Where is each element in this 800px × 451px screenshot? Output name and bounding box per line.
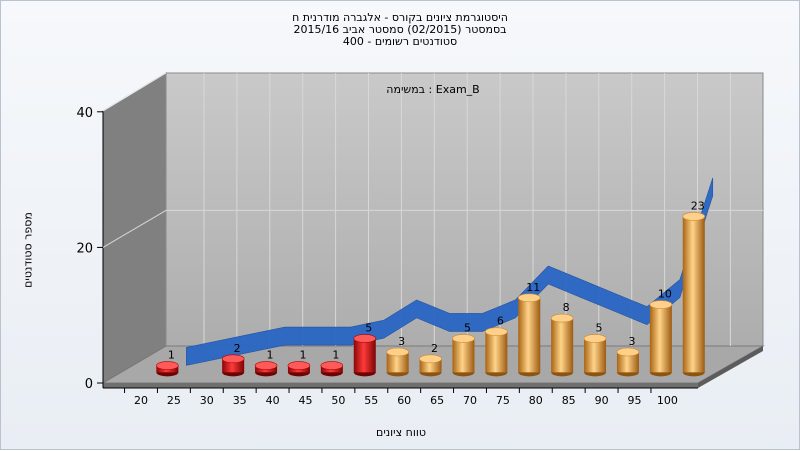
- histogram-bar: [682, 212, 706, 377]
- x-tick-label: 85: [562, 394, 576, 407]
- bar-body: [518, 297, 541, 373]
- bar-top: [221, 354, 245, 364]
- data-label: 11: [526, 281, 540, 294]
- bar-body: [452, 338, 475, 373]
- bar-body: [616, 352, 639, 373]
- x-tick-label: 30: [200, 394, 214, 407]
- x-tick-label: 60: [397, 394, 411, 407]
- bar-top: [353, 334, 377, 343]
- histogram-bar: [452, 334, 475, 377]
- bar-top: [156, 361, 179, 370]
- bar-top: [386, 347, 409, 357]
- data-label: 8: [563, 301, 570, 314]
- histogram-bar: [386, 347, 409, 377]
- bar-body: [649, 304, 672, 373]
- data-label: 5: [365, 321, 372, 334]
- histogram-bar: [485, 327, 508, 377]
- x-tick-label: 50: [331, 394, 345, 407]
- bar-top: [649, 300, 673, 309]
- data-label: 23: [691, 199, 705, 212]
- histogram-bar: [517, 293, 541, 377]
- histogram-bar: [156, 361, 179, 377]
- y-tick-label: 20: [76, 241, 93, 256]
- data-label: 1: [299, 349, 306, 362]
- x-tick-label: 90: [595, 394, 609, 407]
- bar-top: [550, 313, 574, 323]
- y-axis-label: מספר סטודנטים: [21, 212, 35, 288]
- bar-body: [551, 318, 574, 373]
- histogram-bar: [221, 354, 245, 377]
- bar-body: [353, 338, 376, 373]
- x-tick-label: 80: [529, 394, 543, 407]
- x-tick-label: 20: [134, 394, 148, 407]
- x-tick-label: 35: [233, 394, 247, 407]
- histogram-bar: [320, 361, 344, 377]
- data-label: 6: [497, 315, 504, 328]
- y-tick-label: 40: [76, 106, 93, 121]
- bar-top: [254, 361, 278, 370]
- bar-top: [682, 212, 706, 221]
- data-label: 1: [168, 349, 175, 362]
- histogram-bar: [254, 361, 278, 377]
- bar-body: [584, 338, 607, 373]
- x-tick-label: 55: [364, 394, 378, 407]
- title-line-3: סטודנטים רשומים - 400: [342, 35, 458, 48]
- histogram-bar: [419, 354, 442, 377]
- histogram-bar: [550, 313, 574, 377]
- bar-body: [386, 352, 409, 373]
- x-axis-label: טווח ציונים: [376, 426, 426, 439]
- bar-body: [682, 216, 705, 373]
- back-wall: [165, 72, 764, 347]
- x-tick-label: 25: [167, 394, 181, 407]
- bar-top: [583, 334, 607, 343]
- top-depth-edge: [102, 72, 167, 112]
- title-line-2: בסמסטר (02/2015) סמסטר אביב 2015/16: [293, 23, 507, 36]
- bar-top: [419, 354, 442, 364]
- histogram-bar: [649, 300, 673, 377]
- x-tick-label: 95: [628, 394, 642, 407]
- grid-line-left: [102, 209, 167, 248]
- bar-top: [287, 361, 311, 370]
- floor-front-edge: [103, 383, 698, 388]
- histogram-bar: [616, 347, 640, 377]
- data-label: 1: [267, 349, 274, 362]
- task-annotation: במשימה : Exam_B: [386, 83, 480, 96]
- data-label: 5: [596, 321, 603, 334]
- data-label: 1: [332, 349, 339, 362]
- title-line-1: היסטוגרמת ציונים בקורס - אלגברה מודרנית …: [292, 11, 508, 24]
- data-label: 5: [464, 321, 471, 334]
- x-tick-label: 75: [496, 394, 510, 407]
- left-wall: [102, 72, 167, 384]
- data-label: 3: [628, 335, 635, 348]
- x-tick-label: 65: [430, 394, 444, 407]
- histogram-bar: [287, 361, 311, 377]
- histogram-bar: [353, 334, 377, 377]
- x-tick-label: 45: [299, 394, 313, 407]
- floor-right-edge: [698, 346, 763, 388]
- bar-top: [320, 361, 344, 370]
- x-tick-label: 100: [657, 394, 678, 407]
- bar-top: [452, 334, 475, 343]
- data-label: 2: [234, 342, 241, 355]
- x-tick-label: 70: [463, 394, 477, 407]
- bar-top: [616, 347, 640, 357]
- histogram-bar: [583, 334, 607, 377]
- data-label: 10: [658, 288, 672, 301]
- chart-title: היסטוגרמת ציונים בקורס - אלגברה מודרנית …: [1, 12, 799, 48]
- bar-top: [517, 293, 541, 303]
- x-tick-label: 40: [266, 394, 280, 407]
- data-label: 3: [398, 335, 405, 348]
- bar-body: [485, 331, 508, 373]
- bar-top: [485, 327, 508, 336]
- data-label: 2: [431, 342, 438, 355]
- y-tick-label: 0: [85, 377, 93, 392]
